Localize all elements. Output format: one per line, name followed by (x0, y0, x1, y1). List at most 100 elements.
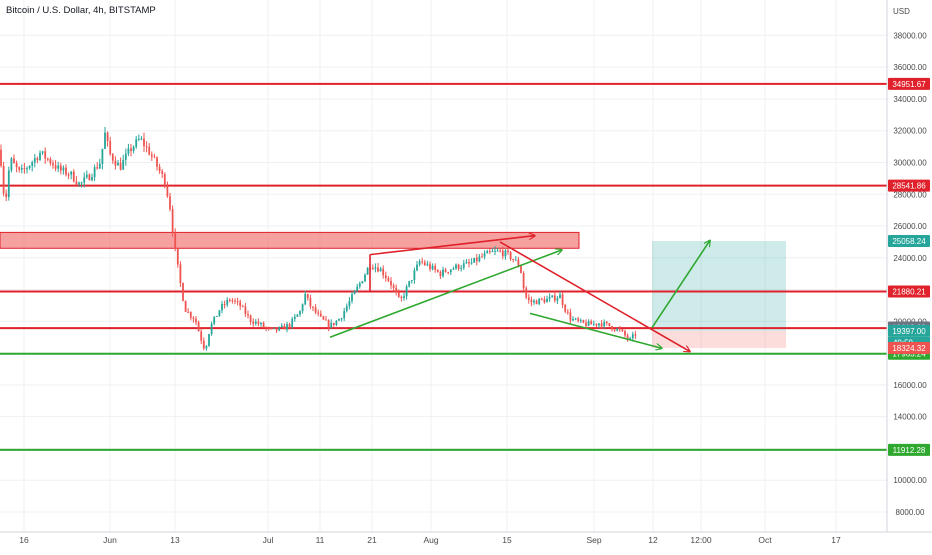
zone-layer (0, 231, 786, 348)
candle (202, 340, 205, 349)
candle (200, 331, 203, 341)
x-tick-label: Oct (758, 535, 772, 545)
candle (559, 294, 561, 299)
level-price-tag: 21880.21 (892, 287, 926, 296)
candle (189, 312, 192, 318)
candle (314, 307, 317, 313)
y-tick-label: 16000.00 (893, 381, 927, 390)
trendline (499, 241, 690, 352)
trendline (651, 240, 710, 329)
candle (70, 171, 73, 175)
candle (2, 165, 5, 194)
candle (278, 327, 281, 331)
candle (574, 318, 577, 320)
candle (540, 298, 543, 300)
candle (618, 328, 621, 330)
candle (236, 301, 239, 303)
candle (470, 262, 473, 264)
candle (522, 273, 525, 289)
candle (208, 334, 210, 346)
candle (301, 304, 304, 312)
candle (296, 314, 299, 317)
y-unit-label: USD (893, 7, 910, 16)
candle (41, 151, 44, 153)
candle (78, 182, 80, 185)
candle (598, 323, 600, 326)
candle (603, 321, 606, 327)
candle (218, 310, 221, 316)
x-tick-label: 12 (648, 535, 658, 545)
candle (226, 299, 229, 305)
candle (93, 167, 96, 178)
y-tick-label: 34000.00 (893, 95, 927, 104)
level-price-tag: 17963.24 (892, 350, 926, 359)
candle (46, 158, 49, 160)
y-tick-label: 32000.00 (893, 127, 927, 136)
candle (343, 311, 346, 319)
candle (494, 250, 496, 252)
candle (62, 167, 65, 171)
y-tick-label: 26000.00 (893, 222, 927, 231)
candle (561, 294, 564, 306)
candle (187, 311, 190, 313)
candle (137, 138, 140, 140)
candle (210, 323, 213, 335)
candle (260, 322, 262, 325)
candle (587, 321, 590, 326)
candle (304, 293, 307, 305)
candle (569, 312, 572, 321)
candle (543, 299, 546, 303)
candle (387, 278, 390, 281)
candle (478, 256, 481, 262)
y-tick-label: 8000.00 (896, 508, 925, 517)
candle (306, 293, 309, 298)
candle (605, 321, 608, 324)
candle (426, 264, 429, 266)
candle (423, 262, 426, 265)
candle (468, 262, 470, 264)
candle (59, 165, 62, 171)
price-tag-bg (888, 341, 930, 354)
candle (499, 250, 502, 252)
candle (127, 148, 130, 154)
candle (392, 285, 395, 288)
price-tag: 25058.24 (892, 237, 926, 246)
price-tag: 18324.32 (892, 344, 926, 353)
candle (488, 251, 491, 253)
x-tick-label: 13 (170, 535, 180, 545)
level-price-tag: 34951.67 (892, 80, 926, 89)
candle (590, 321, 593, 325)
candle (156, 157, 158, 167)
candle (501, 250, 504, 257)
candle (624, 331, 626, 336)
candle (527, 297, 530, 300)
candle (247, 314, 249, 316)
candle (338, 319, 340, 321)
y-tick-label: 30000.00 (893, 158, 927, 167)
candle (132, 146, 135, 152)
candle (585, 322, 587, 326)
candle (473, 257, 476, 263)
level-price-tag-bg (888, 77, 930, 90)
candle (356, 286, 359, 291)
candle (462, 263, 465, 268)
candle (197, 322, 200, 332)
candle (395, 287, 398, 293)
candle (335, 320, 338, 325)
candle (39, 152, 41, 160)
candle (231, 300, 234, 302)
candle (26, 168, 28, 170)
candle (358, 283, 361, 287)
candle (439, 271, 442, 277)
candle (403, 296, 405, 299)
candle (171, 209, 174, 233)
price-axis-bg (887, 0, 932, 550)
candle (400, 296, 403, 299)
candle (119, 162, 122, 170)
candle (436, 269, 439, 272)
candle (106, 132, 109, 141)
candle (49, 159, 52, 164)
candle (54, 165, 57, 169)
candle (361, 281, 364, 284)
